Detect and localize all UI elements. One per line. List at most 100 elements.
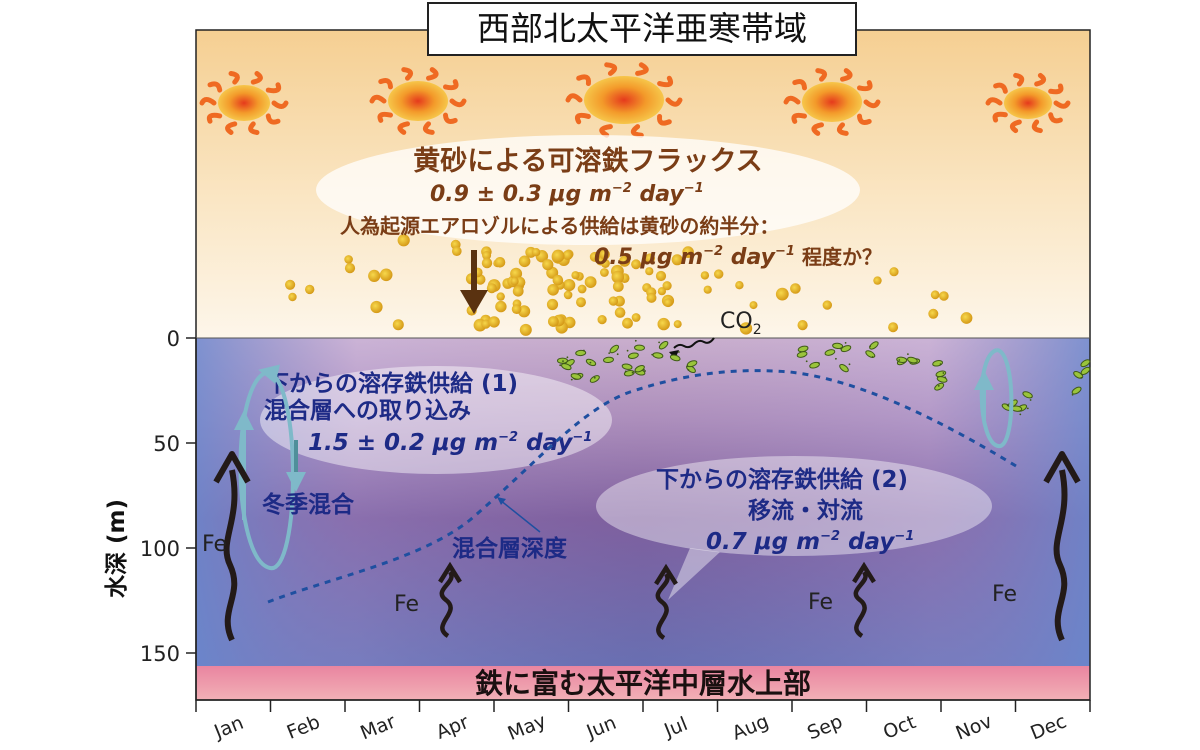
fe-arrow-apr <box>438 561 462 638</box>
phytoplankton-clusters <box>557 339 1091 416</box>
fe-arrow-sep <box>852 561 876 638</box>
sun-icon <box>783 68 881 136</box>
month-label: Sep <box>804 711 845 745</box>
mld-leader-line <box>499 499 541 533</box>
dust-particle <box>614 307 626 318</box>
month-label: Dec <box>1027 710 1069 744</box>
ocean-shading <box>196 338 1090 666</box>
sun-icon <box>565 62 683 138</box>
month-label: May <box>505 710 550 745</box>
dust-flux-bubble <box>316 135 860 245</box>
anthropogenic-flux-value: 0.5 μg m−2 day−1 程度か？ <box>594 244 882 270</box>
fe-label-apr: Fe <box>394 592 419 617</box>
dust-particle <box>739 322 753 335</box>
dust-particle <box>645 267 654 276</box>
dust-particle <box>608 296 619 306</box>
depth-tick-150: 150 <box>140 642 180 666</box>
dust-particle <box>548 316 559 327</box>
depth-tick-100: 100 <box>140 537 180 561</box>
dust-particle <box>531 248 541 257</box>
dust-particle <box>775 287 789 301</box>
dust-particle <box>682 246 694 258</box>
depth-tick-0: 0 <box>167 327 180 351</box>
dust-particle <box>735 281 744 290</box>
dust-particle <box>495 300 507 313</box>
supply2-bubble <box>596 456 992 556</box>
dust-particle <box>662 281 672 291</box>
dust-particle <box>797 320 808 331</box>
dust-particle <box>873 276 882 285</box>
dust-particle <box>822 300 832 310</box>
mixed-layer-depth-curve <box>267 369 1017 604</box>
dust-particle <box>510 267 523 280</box>
mld-leader-arrow <box>497 497 506 505</box>
dust-particle <box>452 246 462 256</box>
anthropogenic-aerosol-note: 人為起源エアロゾルによる供給は黄砂の約半分： <box>340 214 779 238</box>
dust-particle <box>930 290 940 300</box>
dust-particle <box>563 290 573 300</box>
month-label: Mar <box>357 710 399 744</box>
phytoplankton-cluster <box>603 339 698 376</box>
dust-particle <box>510 277 519 286</box>
fe-arrow-jul <box>654 563 678 640</box>
dust-particle <box>542 259 554 271</box>
dust-particle <box>631 259 641 270</box>
dust-particle <box>612 281 624 292</box>
dust-particle <box>368 269 381 282</box>
dust-particle <box>888 322 899 333</box>
dust-particle <box>496 292 505 301</box>
dust-particle <box>481 257 493 269</box>
dust-particle <box>379 268 393 282</box>
dust-particle <box>494 257 506 268</box>
dust-particle <box>645 253 655 264</box>
dust-particle <box>512 285 524 297</box>
dust-particle <box>939 291 949 301</box>
month-axis: Jan Feb Mar Apr May Jun Jul Aug Sep Oct Nov Dec <box>195 699 1091 745</box>
month-label: Oct <box>880 711 919 744</box>
dust-particle <box>928 308 939 319</box>
phytoplankton-cluster <box>796 341 879 373</box>
dust-particle <box>600 268 609 277</box>
supply1-bubble <box>260 366 612 474</box>
co2-label: CO2 <box>720 309 762 338</box>
dust-particle <box>305 284 315 295</box>
fe-label-dec: Fe <box>992 582 1017 607</box>
supply2-bubble-tail <box>668 548 720 600</box>
month-label: Apr <box>433 711 472 744</box>
phytoplankton-cluster <box>557 349 639 383</box>
dust-particle <box>519 323 532 336</box>
dust-particle <box>700 271 710 280</box>
depth-tick-50: 50 <box>153 432 180 456</box>
autumn-mixing-loop <box>974 348 1014 448</box>
month-label: Aug <box>729 710 772 744</box>
phytoplankton-cluster <box>1001 391 1033 416</box>
supply1-title: 下からの溶存鉄供給 (1) <box>266 370 518 397</box>
dust-particle <box>571 271 580 280</box>
supply1-flux-value: 1.5 ± 0.2 μg m−2 day−1 <box>308 430 592 456</box>
supply2-title: 下からの溶存鉄供給 (2) <box>656 466 908 493</box>
dust-particle <box>646 292 657 303</box>
dust-particle <box>518 255 531 268</box>
dust-particle <box>584 276 597 288</box>
dust-particle <box>577 284 587 294</box>
supply2-subtitle: 移流・対流 <box>748 497 863 524</box>
month-label: Feb <box>284 711 323 744</box>
dust-particle <box>714 269 724 279</box>
month-label: Jan <box>210 712 246 744</box>
dust-particle <box>285 279 296 290</box>
dust-particle <box>663 298 673 308</box>
dust-particle <box>552 274 564 286</box>
dust-particle <box>599 249 610 260</box>
fe-label-sep: Fe <box>808 590 833 615</box>
dust-particle <box>551 249 565 263</box>
iron-rich-layer <box>196 666 1090 700</box>
dust-particle <box>344 263 356 274</box>
dust-particle <box>344 255 353 264</box>
dust-particle <box>673 320 682 329</box>
dust-particle <box>671 254 683 266</box>
dust-particle <box>655 270 667 282</box>
dust-particle <box>790 283 801 294</box>
depth-axis: 0 50 100 150 水深 (m) <box>104 327 197 700</box>
